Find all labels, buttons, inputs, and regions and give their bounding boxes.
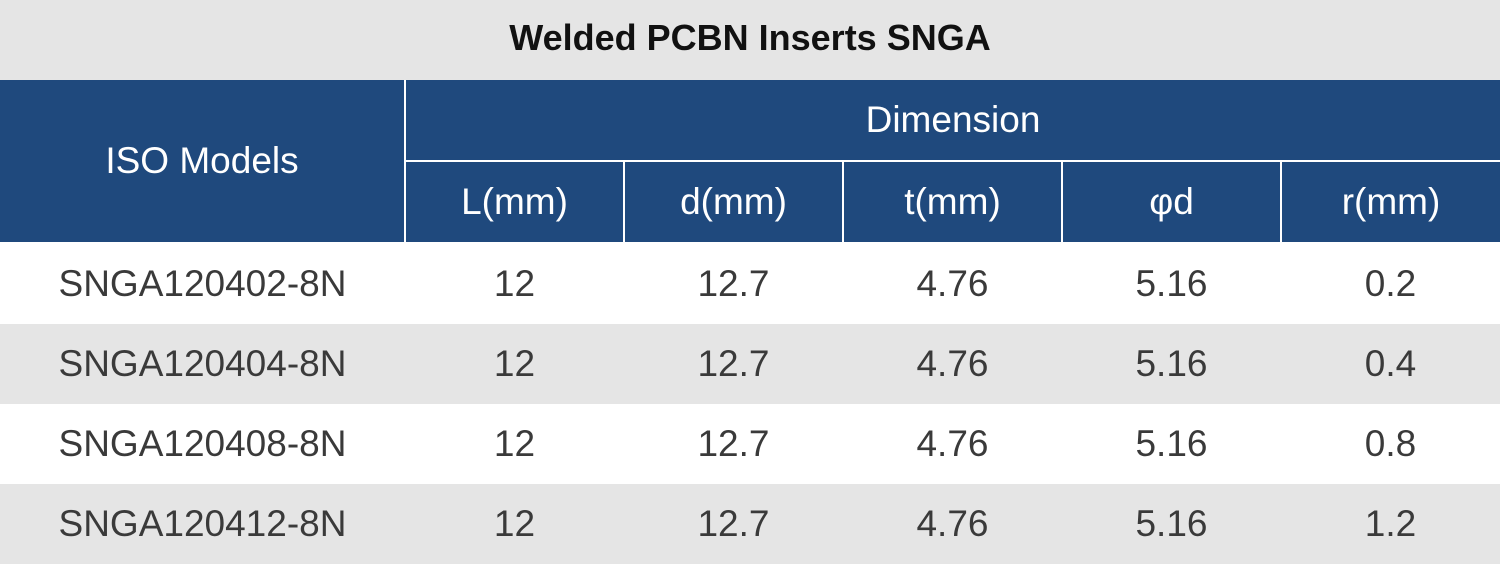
table-row: SNGA120412-8N 12 12.7 4.76 5.16 1.2: [0, 484, 1500, 564]
model-cell: SNGA120402-8N: [0, 243, 405, 324]
title-bar: Welded PCBN Inserts SNGA: [0, 0, 1500, 80]
header-dimension: Dimension: [403, 80, 1500, 162]
hole-diameter-cell: 5.16: [1062, 404, 1281, 484]
table-row: SNGA120408-8N 12 12.7 4.76 5.16 0.8: [0, 404, 1500, 484]
table-row: SNGA120404-8N 12 12.7 4.76 5.16 0.4: [0, 324, 1500, 404]
radius-cell: 1.2: [1281, 484, 1500, 564]
model-cell: SNGA120404-8N: [0, 324, 405, 404]
header-hole-diameter: φd: [1061, 161, 1282, 244]
header-radius: r(mm): [1279, 161, 1500, 244]
header-row-columns: L(mm) d(mm) t(mm) φd r(mm): [0, 161, 1500, 244]
diameter-cell: 12.7: [624, 484, 843, 564]
dimension-table: ISO Models Dimension L(mm) d(mm) t(mm) φ…: [0, 80, 1500, 564]
diameter-cell: 12.7: [624, 404, 843, 484]
header-diameter: d(mm): [623, 161, 844, 244]
diameter-cell: 12.7: [624, 243, 843, 324]
header-thickness: t(mm): [842, 161, 1063, 244]
radius-cell: 0.8: [1281, 404, 1500, 484]
radius-cell: 0.4: [1281, 324, 1500, 404]
thickness-cell: 4.76: [843, 243, 1062, 324]
length-cell: 12: [405, 324, 624, 404]
thickness-cell: 4.76: [843, 404, 1062, 484]
header-length: L(mm): [404, 161, 625, 244]
diameter-cell: 12.7: [624, 324, 843, 404]
thickness-cell: 4.76: [843, 484, 1062, 564]
table-row: SNGA120402-8N 12 12.7 4.76 5.16 0.2: [0, 243, 1500, 324]
table-title: Welded PCBN Inserts SNGA: [509, 17, 991, 58]
hole-diameter-cell: 5.16: [1062, 484, 1281, 564]
header-row-group: ISO Models Dimension: [0, 80, 1500, 244]
length-cell: 12: [405, 243, 624, 324]
model-cell: SNGA120412-8N: [0, 484, 405, 564]
thickness-cell: 4.76: [843, 324, 1062, 404]
length-cell: 12: [405, 484, 624, 564]
header-iso-models: ISO Models: [0, 80, 406, 244]
model-cell: SNGA120408-8N: [0, 404, 405, 484]
length-cell: 12: [405, 404, 624, 484]
hole-diameter-cell: 5.16: [1062, 324, 1281, 404]
table-header: ISO Models Dimension L(mm) d(mm) t(mm) φ…: [0, 80, 1500, 244]
radius-cell: 0.2: [1281, 243, 1500, 324]
table-body: SNGA120402-8N 12 12.7 4.76 5.16 0.2 SNGA…: [0, 243, 1500, 564]
hole-diameter-cell: 5.16: [1062, 243, 1281, 324]
